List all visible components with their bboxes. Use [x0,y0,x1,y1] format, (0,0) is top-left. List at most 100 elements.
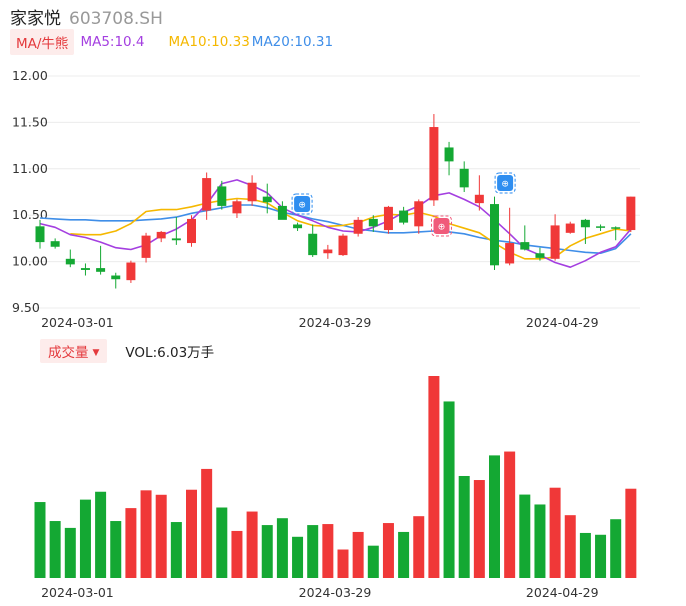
candle-body [111,275,121,280]
volume-bar [579,532,591,578]
marker-icon-glyph: ⊕ [501,180,509,190]
volume-bar [261,525,273,578]
candle [262,183,272,214]
candle-body [96,268,106,272]
candle-body [187,218,196,244]
volume-bar [34,502,46,578]
candle [550,214,560,261]
candle-body [323,249,333,254]
volume-bar [216,507,228,578]
candle [96,245,106,275]
candle-body [232,201,242,214]
volume-bar [231,530,243,578]
marker-icon-bg [294,196,311,212]
candle-body [535,253,545,258]
marker-icon: ⊕ [430,215,452,237]
candle-body [565,223,575,233]
candle-body [126,262,136,281]
candle [626,196,636,232]
candle-body [156,231,166,239]
ma20-legend: MA20:10.31 [251,34,334,50]
x-tick-label: 2024-03-01 [41,315,114,330]
candle [565,221,575,234]
candle [399,206,409,225]
candle [217,180,227,210]
marker-icon-glyph: ⊕ [298,201,306,211]
candle-body [383,206,393,231]
candle-body [308,233,318,256]
volume-bar [140,490,152,578]
candle [459,161,469,192]
candle [65,249,75,268]
ma5-legend: MA5:10.4 [80,34,145,50]
ma-legend: MA/牛熊 MA5:10.4 MA10:10.33 MA20:10.31 [10,29,334,55]
y-tick-label: 10.00 [12,254,48,269]
candle [293,222,303,231]
candle-body [353,219,363,234]
candle [338,233,348,257]
volume-bar [246,511,258,578]
candle-body [596,226,606,228]
candle [383,205,393,234]
volume-legend: 成交量 ▼ VOL:6.03万手 [40,339,215,363]
volume-bar [428,376,440,578]
candle [35,219,45,249]
volume-bar [201,468,213,578]
marker-icon-glyph: ⊕ [438,223,446,233]
y-tick-label: 9.50 [12,300,40,315]
volume-value: VOL:6.03万手 [125,345,215,361]
candle [50,238,60,249]
volume-bar [170,522,182,578]
candle [247,175,257,206]
candle-body [65,258,75,265]
candle [126,260,136,283]
marker-icon: ⊕ [494,172,516,194]
volume-bar [458,475,470,578]
volume-bar [443,401,455,578]
candle-body [459,168,469,188]
ma10-line [70,197,631,260]
candle-body [399,210,409,223]
volume-bar [292,536,304,578]
y-tick-label: 11.50 [12,114,48,129]
volume-bar [610,519,622,578]
volume-bar [519,494,531,578]
volume-bar [110,521,122,578]
marker-icon-ring [430,215,452,237]
marker-icon-ring [291,193,313,215]
ma-indicator-tab[interactable]: MA/牛熊 [10,29,75,55]
candle-body [626,196,636,231]
volume-bar [276,518,288,578]
stock-code: 603708.SH [69,9,163,29]
candle-body [80,268,90,270]
candle [80,263,90,276]
volume-tag-label: 成交量 [48,345,89,361]
volume-bar [489,455,500,578]
candle [580,218,590,244]
candle [277,201,287,220]
volume-bar [79,499,91,578]
candle [323,244,333,259]
candle [368,215,378,232]
volume-bar [49,521,61,578]
candle-body [490,204,499,266]
candle-body [550,225,560,259]
volume-bar [549,487,561,578]
ma5-line [39,179,632,269]
caret-down-icon: ▼ [92,348,100,358]
volume-bar [337,549,349,578]
y-tick-label: 10.50 [12,207,48,222]
volume-indicator-dropdown[interactable]: 成交量 ▼ [40,339,108,363]
candle [596,224,606,231]
candle [308,224,318,257]
x-tick-label: 2024-04-29 [526,315,599,330]
candle [141,232,151,263]
candle-body [611,227,621,229]
candle [535,247,545,261]
candle [187,215,196,247]
candle [202,172,212,220]
candle-body [368,218,378,227]
volume-bar [398,531,410,578]
volume-bar [186,489,197,578]
